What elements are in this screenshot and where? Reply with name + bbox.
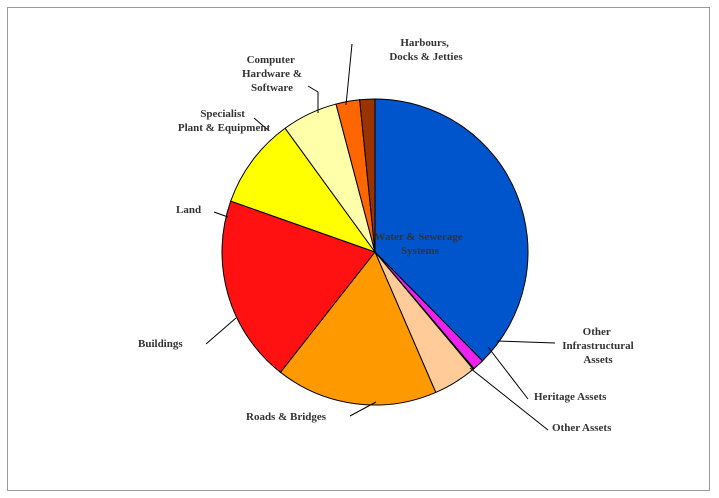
leader-harbours-docks (345, 43, 353, 106)
label-harbours-docks: Harbours, Docks & Jetties (389, 37, 463, 63)
label-other-infrastructural: Other Infrastructural Assets (562, 326, 634, 366)
leader-computer-hardware (307, 85, 319, 113)
label-water-sewerage: Water & Sewerage Systems (374, 231, 465, 257)
pie-slice-harbours-docks-jetties (359, 98, 376, 253)
pie-slice-roads-bridges (279, 251, 437, 406)
label-buildings: Buildings (138, 338, 183, 350)
leader-specialist-plant (253, 117, 269, 131)
label-roads-bridges: Roads & Bridges (246, 411, 327, 423)
leader-roads-bridges (349, 401, 377, 417)
label-specialist-plant: Specialist Plant & Equipment (178, 108, 271, 134)
pie-slice-water-sewerage-systems (374, 98, 529, 362)
pie-slices (221, 98, 529, 406)
label-land: Land (176, 204, 201, 216)
leader-buildings (205, 317, 237, 345)
leader-land (213, 211, 229, 218)
leader-other-infrastructural (496, 340, 556, 344)
label-computer-hardware: Computer Hardware & Software (242, 54, 302, 94)
leader-lines (205, 43, 556, 431)
label-other-assets: Other Assets (552, 422, 612, 434)
pie-slice-buildings (221, 200, 376, 374)
pie-slice-land (230, 127, 377, 254)
label-heritage-assets: Heritage Assets (534, 391, 607, 403)
leader-heritage-assets (487, 346, 529, 400)
leader-other-assets (469, 367, 549, 431)
